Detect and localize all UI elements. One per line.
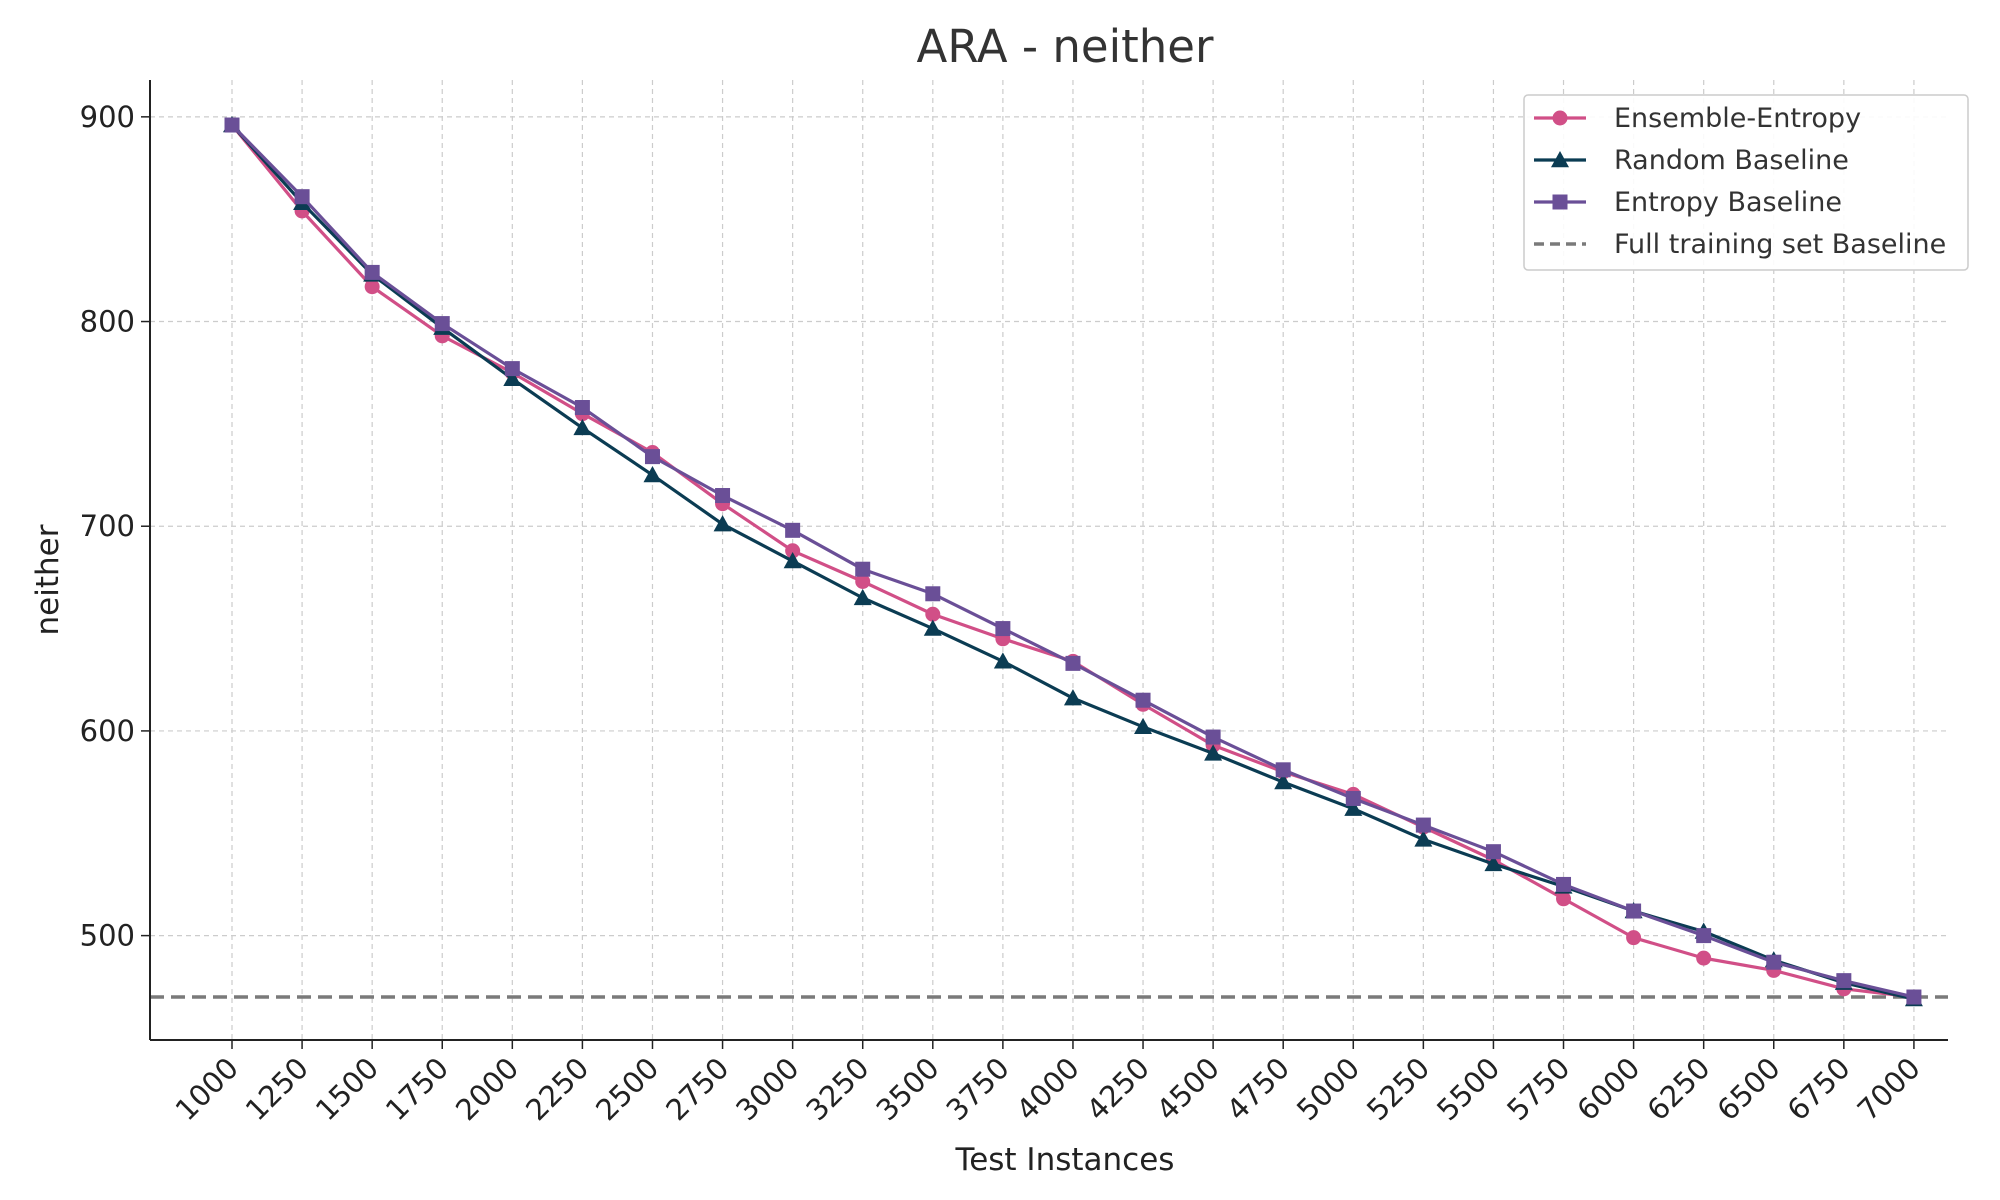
data-point-entropy-baseline	[925, 586, 941, 602]
data-point-entropy-baseline	[715, 488, 731, 504]
data-point-entropy-baseline	[1415, 817, 1431, 833]
data-point-entropy-baseline	[1696, 928, 1712, 944]
y-tick-label: 500	[80, 919, 135, 953]
y-tick-label: 600	[80, 714, 135, 748]
legend-marker-ensemble-entropy	[1552, 110, 1568, 126]
data-point-entropy-baseline	[434, 316, 450, 332]
data-point-entropy-baseline	[785, 522, 801, 538]
data-point-entropy-baseline	[364, 264, 380, 280]
legend-label-full-training-set-baseline: Full training set Baseline	[1614, 229, 1946, 260]
data-point-random-baseline	[1414, 830, 1433, 847]
data-point-random-baseline	[1134, 717, 1153, 735]
data-point-entropy-baseline	[1766, 954, 1782, 970]
data-point-random-baseline	[573, 418, 592, 436]
x-axis-title: Test Instances	[955, 1142, 1175, 1178]
data-point-random-baseline	[713, 515, 732, 532]
data-point-ensemble-entropy	[925, 606, 941, 622]
data-point-random-baseline	[853, 588, 872, 606]
legend-box	[1523, 94, 1969, 271]
data-point-entropy-baseline	[1135, 692, 1151, 708]
data-point-entropy-baseline	[644, 449, 660, 465]
data-point-entropy-baseline	[995, 621, 1011, 637]
data-point-random-baseline	[1344, 799, 1363, 816]
data-point-random-baseline	[1063, 689, 1082, 706]
data-point-entropy-baseline	[1906, 989, 1922, 1005]
data-point-random-baseline	[503, 369, 522, 387]
data-point-random-baseline	[643, 466, 662, 483]
y-axis-title: neither	[30, 524, 66, 635]
data-point-random-baseline	[1204, 744, 1223, 761]
legend-marker-entropy-baseline	[1552, 194, 1568, 210]
data-point-entropy-baseline	[1836, 973, 1852, 989]
data-point-entropy-baseline	[504, 361, 520, 377]
data-point-entropy-baseline	[574, 400, 590, 416]
data-point-entropy-baseline	[224, 117, 240, 133]
y-tick-label: 900	[80, 100, 135, 134]
y-tick-label: 800	[80, 305, 135, 339]
data-point-entropy-baseline	[1626, 903, 1642, 919]
axes	[149, 80, 1948, 1041]
data-point-random-baseline	[783, 552, 802, 569]
data-point-entropy-baseline	[1345, 790, 1361, 806]
legend: Ensemble-Entropy Random Baseline Entropy B…	[1523, 94, 1969, 271]
y-tick-label: 700	[80, 509, 135, 543]
data-point-entropy-baseline	[1485, 844, 1501, 860]
chart-title: ARA - neither	[917, 20, 1214, 73]
data-point-random-baseline	[1274, 773, 1293, 790]
data-point-ensemble-entropy	[1696, 950, 1712, 966]
data-point-random-baseline	[1484, 854, 1503, 872]
data-point-entropy-baseline	[1275, 762, 1291, 778]
data-point-ensemble-entropy	[1556, 891, 1572, 907]
data-point-ensemble-entropy	[785, 543, 801, 559]
data-point-ensemble-entropy	[855, 573, 871, 589]
data-point-ensemble-entropy	[364, 279, 380, 295]
legend-label-entropy-baseline: Entropy Baseline	[1614, 187, 1842, 218]
legend-marker-random-baseline	[1551, 151, 1569, 168]
data-point-ensemble-entropy	[1626, 930, 1642, 946]
data-point-random-baseline	[993, 652, 1012, 669]
legend-label-random-baseline: Random Baseline	[1614, 145, 1849, 176]
data-point-entropy-baseline	[1556, 876, 1572, 892]
data-point-entropy-baseline	[1205, 729, 1221, 745]
series-entropy-baseline	[224, 117, 1922, 1005]
data-point-random-baseline	[923, 619, 942, 636]
data-point-entropy-baseline	[294, 189, 310, 205]
data-point-entropy-baseline	[855, 561, 871, 577]
legend-label-ensemble-entropy: Ensemble-Entropy	[1614, 103, 1861, 134]
data-point-entropy-baseline	[1065, 655, 1081, 671]
series-layer	[223, 116, 1923, 1007]
